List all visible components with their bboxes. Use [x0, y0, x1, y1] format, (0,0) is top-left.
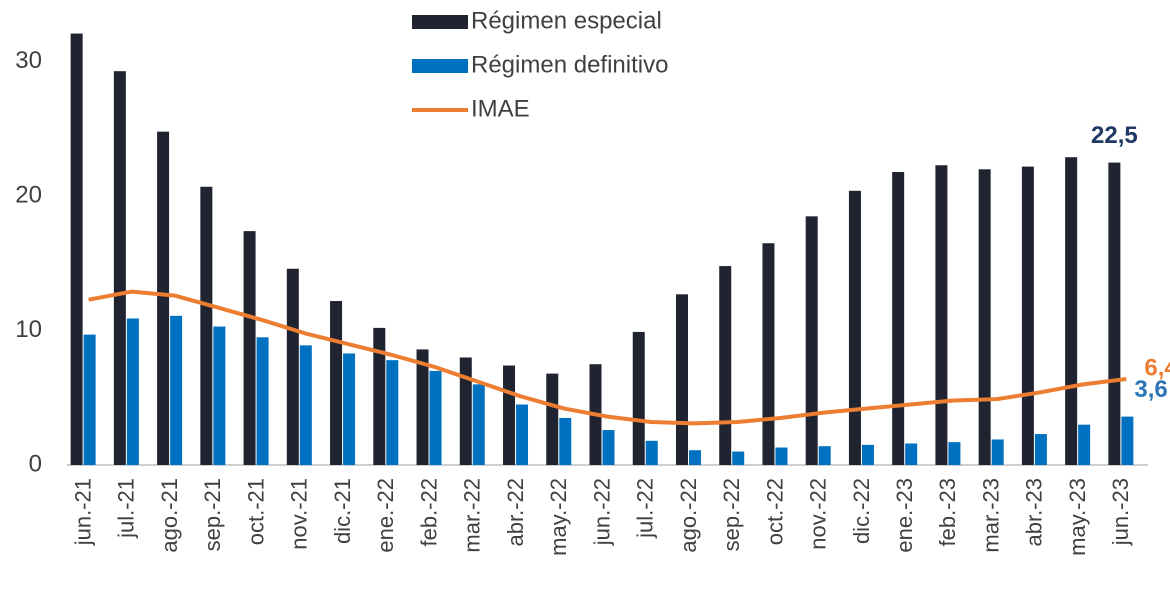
bar [546, 373, 559, 465]
bar [243, 231, 256, 465]
bar [805, 216, 818, 465]
x-tick-label: mar.-23 [978, 478, 1003, 553]
bar [286, 268, 299, 465]
bar [559, 417, 572, 465]
legend-swatch [412, 59, 468, 73]
bar [762, 243, 775, 465]
bar [126, 318, 139, 465]
x-tick-label: oct.-22 [762, 478, 787, 545]
bar [70, 33, 83, 465]
bar [299, 345, 312, 465]
legend-swatch [412, 15, 468, 29]
bar [213, 326, 226, 465]
bar [1021, 166, 1034, 465]
bar [948, 442, 961, 465]
bar [416, 349, 429, 465]
bar [775, 447, 788, 465]
x-tick-label: nov.-21 [287, 478, 312, 550]
data-label: 22,5 [1091, 122, 1138, 149]
data-label: 6,4 [1144, 354, 1170, 381]
bar [688, 450, 701, 465]
bar [1078, 424, 1091, 465]
x-tick-label: ago.-21 [157, 478, 182, 553]
x-tick-label: may.-22 [546, 478, 571, 556]
y-tick-label: 10 [15, 316, 42, 343]
x-tick-label: nov.-22 [806, 478, 831, 550]
bar [978, 169, 991, 465]
bar [818, 446, 831, 465]
x-tick-label: jul.-21 [114, 478, 139, 539]
x-tick-label: may.-23 [1065, 478, 1090, 556]
bar [157, 131, 170, 466]
bar [459, 357, 472, 465]
x-tick-label: feb.-23 [935, 478, 960, 547]
x-tick-label: abr.-22 [503, 478, 528, 547]
x-tick-label: sep.-22 [719, 478, 744, 551]
legend-label: IMAE [471, 95, 530, 122]
bar [1065, 157, 1078, 465]
bar [503, 365, 516, 465]
bar [1034, 434, 1047, 465]
bar [113, 71, 126, 466]
bar [602, 430, 615, 465]
bar [1121, 416, 1134, 465]
bar [732, 451, 745, 465]
x-tick-label: jun.-21 [70, 478, 95, 546]
x-tick-label: jun.-23 [1108, 478, 1133, 546]
x-tick-label: abr.-23 [1022, 478, 1047, 547]
bar [256, 337, 269, 465]
x-tick-label: ene.-23 [892, 478, 917, 553]
x-tick-label: sep.-21 [200, 478, 225, 551]
x-tick-label: jul.-22 [633, 478, 658, 539]
bar [935, 165, 948, 465]
bar [905, 443, 918, 465]
bar [516, 404, 529, 465]
legend-label: Régimen especial [471, 7, 662, 34]
bar [861, 444, 874, 465]
bar [429, 370, 442, 465]
y-tick-label: 20 [15, 182, 42, 209]
x-tick-label: feb.-22 [416, 478, 441, 547]
bar [719, 266, 732, 465]
bar [632, 331, 645, 465]
bar [645, 440, 658, 465]
bar [330, 301, 343, 465]
bar [200, 186, 213, 466]
y-tick-label: 0 [29, 450, 42, 477]
legend-label: Régimen definitivo [471, 51, 668, 78]
x-tick-label: mar.-22 [460, 478, 485, 553]
bar [386, 360, 399, 465]
x-tick-label: dic.-22 [849, 478, 874, 544]
bar [343, 353, 356, 465]
bar [1108, 162, 1121, 465]
bar [472, 384, 485, 465]
x-tick-label: dic.-21 [330, 478, 355, 544]
x-tick-label: ene.-22 [373, 478, 398, 553]
bar [83, 334, 96, 465]
y-tick-label: 30 [15, 47, 42, 74]
x-tick-label: ago.-22 [676, 478, 701, 553]
data-label: 3,6 [1134, 376, 1167, 403]
bar [170, 315, 183, 465]
bar [675, 294, 688, 465]
line [88, 289, 1127, 426]
bar [373, 327, 386, 465]
bar [848, 190, 861, 466]
bar [991, 439, 1004, 465]
x-tick-label: oct.-21 [243, 478, 268, 545]
bar [892, 171, 905, 465]
x-tick-label: jun.-22 [589, 478, 614, 546]
